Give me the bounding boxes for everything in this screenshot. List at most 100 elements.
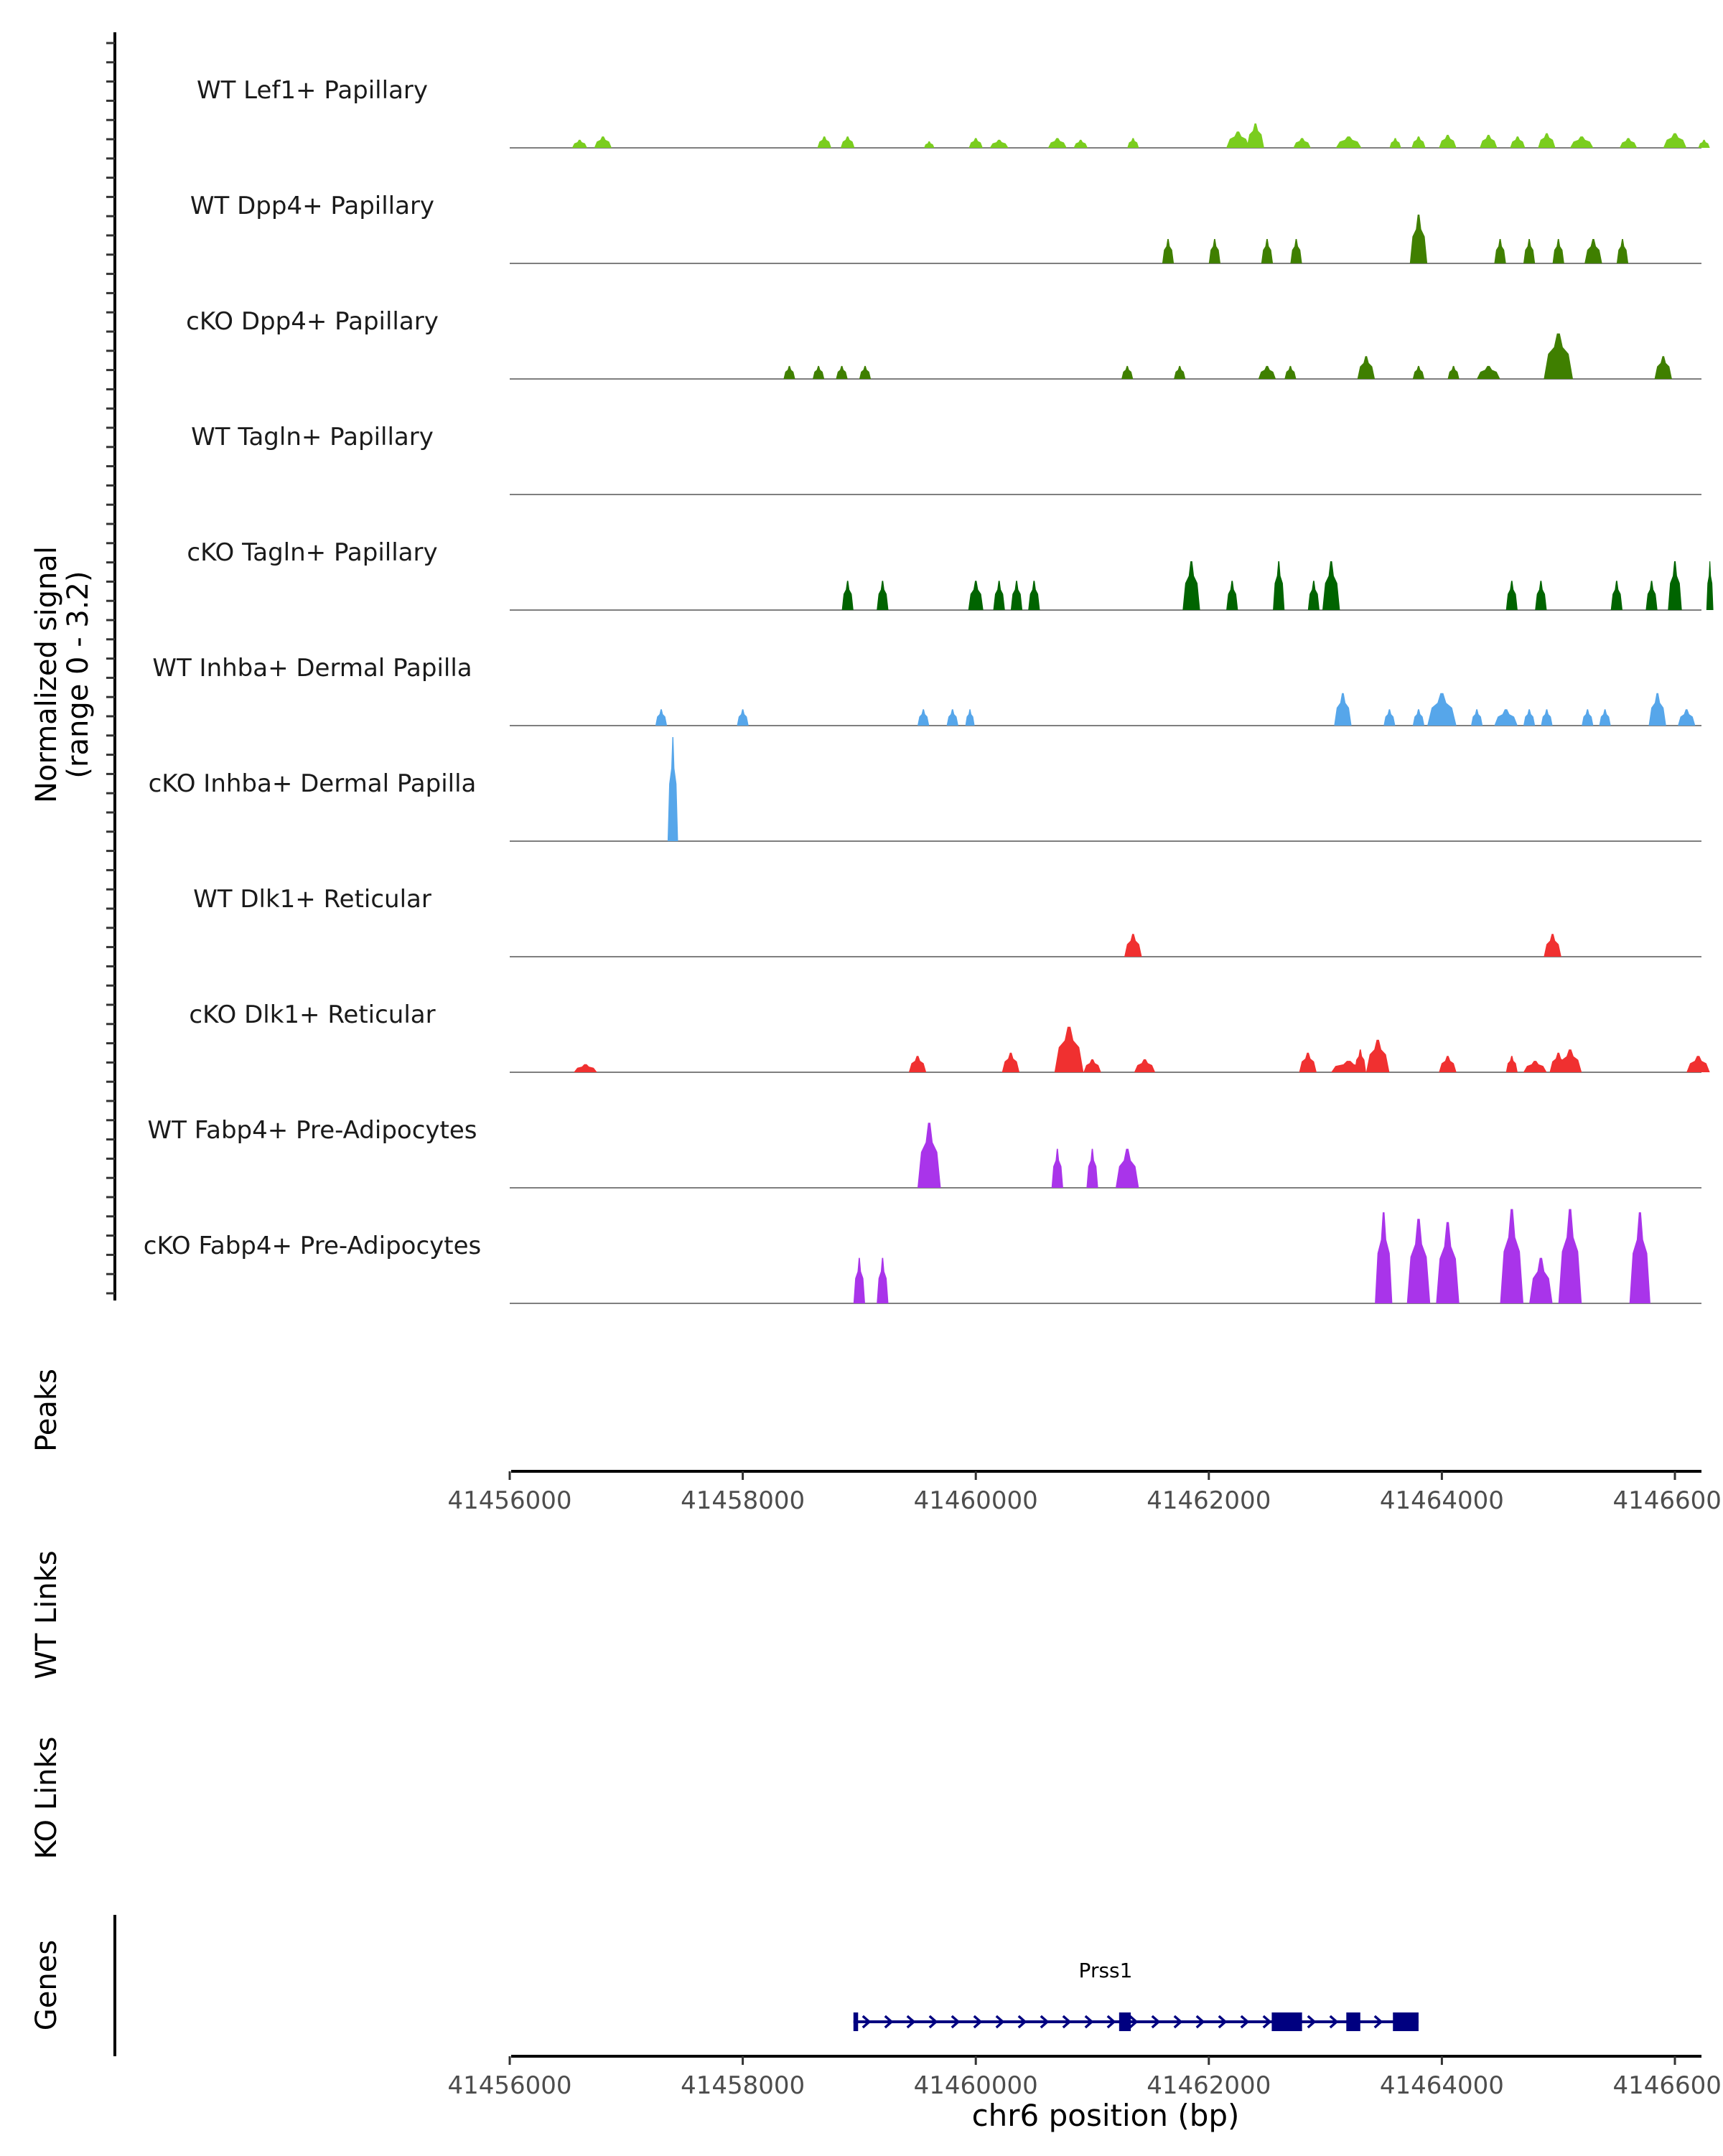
axis-tick-label: 41458000	[681, 2071, 805, 2100]
signal-peak	[1226, 131, 1250, 148]
genes-panel-label: Genes	[30, 1940, 63, 2030]
signal-peak	[1246, 123, 1264, 148]
signal-peak	[1663, 133, 1687, 148]
signal-peak	[1010, 581, 1023, 610]
signal-peak	[1523, 709, 1536, 726]
signal-peak	[1258, 365, 1276, 379]
track-label: cKO Tagln+ Papillary	[187, 538, 437, 567]
signal-peak	[1406, 1219, 1431, 1303]
signal-peak	[917, 709, 930, 726]
track-5: WT Inhba+ Dermal Papilla	[152, 654, 1701, 726]
signal-peak	[817, 136, 831, 148]
signal-peak	[1116, 1148, 1139, 1188]
strand-arrow	[1062, 2015, 1072, 2029]
signal-peak	[1086, 1148, 1098, 1188]
signal-peak	[1698, 139, 1710, 148]
axis-tick-label: 41464000	[1380, 2071, 1504, 2100]
axis-tick-label: 41462000	[1147, 2071, 1271, 2100]
signal-peak	[737, 709, 749, 726]
signal-peak	[1261, 239, 1274, 263]
signal-peak	[1127, 138, 1139, 148]
strand-arrow	[1040, 2015, 1050, 2029]
signal-peak	[1284, 365, 1297, 379]
signal-peak	[1439, 1056, 1457, 1072]
signal-peak	[1354, 1049, 1366, 1072]
signal-peak	[1047, 138, 1067, 148]
signal-peak	[989, 139, 1009, 148]
signal-peak	[1028, 581, 1040, 610]
track-label: WT Dpp4+ Papillary	[190, 192, 434, 220]
signal-peak	[1299, 1052, 1317, 1072]
signal-peak	[1510, 136, 1526, 148]
signal-peak	[571, 139, 587, 148]
signal-peak	[1174, 365, 1186, 379]
axis-tick-label: 41466000	[1612, 1486, 1723, 1515]
signal-peak	[1162, 239, 1175, 263]
wt-links-label: WT Links	[30, 1550, 63, 1679]
signal-peak	[1477, 365, 1500, 379]
track-6: cKO Inhba+ Dermal Papilla	[149, 737, 1701, 842]
signal-peak	[1471, 709, 1483, 726]
track-label: cKO Dlk1+ Reticular	[189, 1000, 435, 1029]
signal-peak	[1523, 239, 1536, 263]
signal-peak	[813, 365, 825, 379]
axis-tick-label: 41456000	[447, 2071, 571, 2100]
signal-peak	[841, 581, 854, 610]
signal-peak	[1439, 134, 1457, 148]
signal-peak	[908, 1056, 927, 1072]
track-label: WT Tagln+ Papillary	[191, 423, 434, 451]
axis-tick-label: 41462000	[1147, 1486, 1271, 1515]
signal-peak	[877, 1257, 889, 1303]
signal-peak	[1569, 136, 1594, 148]
track-label: WT Lef1+ Papillary	[197, 76, 428, 105]
signal-peak	[1582, 709, 1594, 726]
gene-name-label: Prss1	[1079, 1959, 1133, 1982]
signal-peak	[1552, 239, 1564, 263]
signal-peak	[1357, 356, 1376, 379]
signal-ylabel-line2: (range 0 - 3.2)	[62, 571, 95, 778]
gene-Prss1: Prss1	[853, 1959, 1419, 2031]
strand-arrow	[1173, 2015, 1183, 2029]
signal-peak	[1124, 934, 1142, 957]
signal-peak	[836, 365, 848, 379]
track-label: cKO Dpp4+ Papillary	[186, 307, 439, 336]
track-10: cKO Fabp4+ Pre-Adipocytes	[144, 1209, 1701, 1304]
signal-peak	[917, 1122, 941, 1188]
signal-peak	[1226, 581, 1238, 610]
signal-peak	[1558, 1049, 1582, 1072]
signal-peak	[1182, 561, 1200, 610]
strand-arrow	[951, 2015, 961, 2029]
signal-peak	[1541, 709, 1553, 726]
signal-peak	[594, 136, 612, 148]
signal-peak	[1523, 1061, 1547, 1072]
signal-peak	[1335, 136, 1362, 148]
signal-peak	[1654, 356, 1672, 379]
strand-arrow	[1129, 2015, 1139, 2029]
track-2: cKO Dpp4+ Papillary	[186, 307, 1701, 380]
signal-peak	[1505, 581, 1518, 610]
signal-peak	[1558, 1209, 1582, 1303]
signal-peak	[1293, 138, 1311, 148]
signal-peak	[783, 365, 795, 379]
signal-peak	[1412, 709, 1425, 726]
signal-peak	[1480, 134, 1498, 148]
signal-peak	[1409, 215, 1428, 263]
signal-peak	[1599, 709, 1611, 726]
signal-peak	[1616, 239, 1629, 263]
signal-peak	[1073, 139, 1088, 148]
strand-arrow	[928, 2015, 938, 2029]
strand-arrow	[1240, 2015, 1250, 2029]
strand-arrow	[1307, 2015, 1317, 2029]
signal-peak	[840, 136, 855, 148]
strand-arrow	[1017, 2015, 1027, 2029]
signal-peak	[859, 365, 872, 379]
gene-exon	[1119, 2012, 1131, 2031]
signal-peak	[1427, 693, 1457, 726]
axis-tick-label: 41458000	[681, 1486, 805, 1515]
position-axis-upper: 41456000 41458000 41460000 41462000 41464000…	[447, 1470, 1723, 1515]
strand-arrow	[862, 2015, 872, 2029]
strand-arrow	[906, 2015, 916, 2029]
signal-peak	[1668, 561, 1682, 610]
track-1: WT Dpp4+ Papillary	[190, 192, 1701, 264]
gene-track: Prss1	[853, 1959, 1419, 2031]
